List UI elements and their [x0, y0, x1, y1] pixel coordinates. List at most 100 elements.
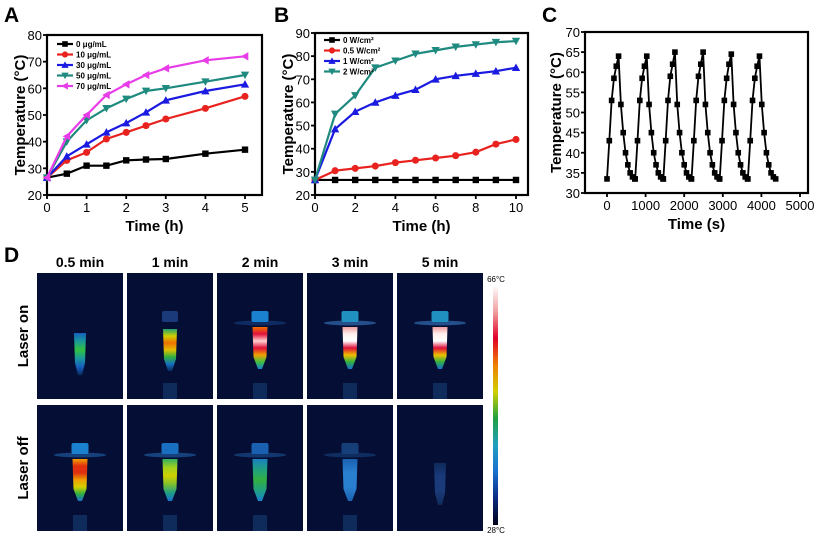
marker-square — [625, 162, 631, 168]
marker-square — [655, 170, 662, 176]
row-label-laser-off: Laser off — [15, 435, 32, 499]
marker-square — [604, 176, 610, 182]
marker-square — [618, 101, 624, 108]
tube-stand — [343, 515, 357, 531]
x-tick-label: 2 — [123, 200, 130, 215]
marker-square — [241, 146, 249, 153]
x-tick-label: 0 — [311, 200, 318, 215]
marker-triangle-left — [102, 90, 110, 100]
tube-stand — [433, 383, 447, 399]
marker-triangle-up — [351, 107, 360, 116]
marker-square — [639, 75, 645, 82]
legend-label: 1 W/cm² — [343, 57, 374, 66]
marker-square — [719, 137, 725, 144]
tube-body — [434, 463, 446, 505]
marker-triangle-up — [471, 69, 480, 77]
tube-flange — [54, 452, 106, 458]
marker-triangle-down — [371, 64, 380, 72]
marker-square — [63, 170, 70, 177]
thermal-image — [397, 273, 483, 399]
tube-cap — [431, 311, 449, 322]
marker-circle — [512, 135, 520, 143]
x-tick-label: 3 — [162, 200, 169, 215]
x-tick-label: 4000 — [747, 198, 776, 213]
marker-square — [723, 75, 730, 82]
tube-body — [72, 459, 88, 501]
marker-square — [691, 137, 697, 144]
marker-square — [352, 176, 359, 184]
marker-square — [123, 157, 130, 164]
marker-square — [752, 75, 758, 82]
legend-entry: 30 μg/mL — [57, 61, 111, 70]
y-tick-label: 40 — [566, 146, 580, 161]
marker-square — [711, 170, 718, 176]
marker-square — [745, 176, 751, 182]
tube-body — [163, 329, 177, 371]
y-tick-label: 45 — [566, 126, 580, 141]
column-title: 1 min — [152, 254, 189, 270]
marker-square — [608, 97, 615, 104]
x-tick-label: 0 — [603, 198, 610, 213]
marker-circle — [142, 122, 150, 130]
x-tick-label: 8 — [472, 200, 479, 215]
thermal-image — [307, 405, 393, 531]
series — [310, 37, 521, 185]
marker-square — [103, 162, 110, 169]
marker-circle — [102, 135, 110, 143]
marker-triangle-down — [471, 41, 480, 49]
column-title: 5 min — [422, 254, 459, 270]
x-tick-label: 5 — [241, 200, 248, 215]
thermal-image — [127, 273, 213, 399]
x-tick-label: 3000 — [708, 198, 737, 213]
marker-square — [613, 63, 620, 70]
marker-square — [763, 149, 770, 156]
marker-square — [632, 176, 638, 182]
marker-square — [707, 149, 713, 156]
x-tick-label: 1000 — [631, 198, 660, 213]
y-tick-label: 50 — [296, 119, 310, 134]
marker-circle — [328, 47, 336, 54]
legend-entry: 0 μg/mL — [57, 40, 107, 49]
thermal-image — [37, 405, 123, 531]
row-label-laser-on: Laser on — [15, 305, 32, 368]
marker-circle — [122, 128, 130, 136]
marker-square — [772, 176, 779, 182]
marker-triangle-up — [61, 61, 69, 68]
x-axis-label: Time (h) — [125, 218, 183, 235]
legend-label: 2 W/cm² — [343, 68, 374, 77]
x-tick-label: 4 — [202, 200, 209, 215]
marker-triangle-up — [330, 124, 340, 133]
x-tick-label: 0 — [43, 200, 50, 215]
marker-circle — [331, 167, 339, 175]
marker-square — [202, 150, 209, 157]
tube-body — [432, 327, 448, 369]
y-tick-label: 50 — [566, 106, 580, 121]
marker-square — [721, 97, 728, 104]
marker-circle — [391, 159, 399, 167]
chart-c: 0 1000 2000 3000 4000 5000303540455055606570T… — [548, 25, 814, 233]
tube-body — [252, 327, 268, 369]
panel-label-c: C — [542, 4, 557, 27]
marker-square — [162, 155, 169, 163]
marker-triangle-left — [240, 52, 249, 61]
marker-square — [452, 176, 459, 184]
marker-triangle-up — [328, 57, 336, 64]
marker-square — [622, 149, 629, 156]
marker-triangle-down — [82, 117, 91, 125]
series-line — [606, 51, 777, 180]
marker-triangle-down — [491, 38, 501, 47]
y-tick-label: 60 — [296, 95, 310, 110]
marker-square — [653, 162, 659, 168]
marker-square — [606, 137, 613, 144]
marker-square — [695, 73, 702, 80]
y-axis-label: Temperature (°C) — [548, 52, 565, 173]
tube-body — [252, 459, 268, 501]
legend-entry: 0.5 W/cm² — [324, 47, 381, 56]
marker-square — [665, 97, 671, 104]
thermal-image — [217, 405, 303, 531]
marker-square — [641, 63, 648, 70]
y-tick-label: 70 — [566, 25, 580, 40]
thermal-image-grid: 0.5 min 1 min 2 min 3 min 5 min Laser on… — [15, 254, 505, 535]
marker-square — [331, 176, 339, 184]
